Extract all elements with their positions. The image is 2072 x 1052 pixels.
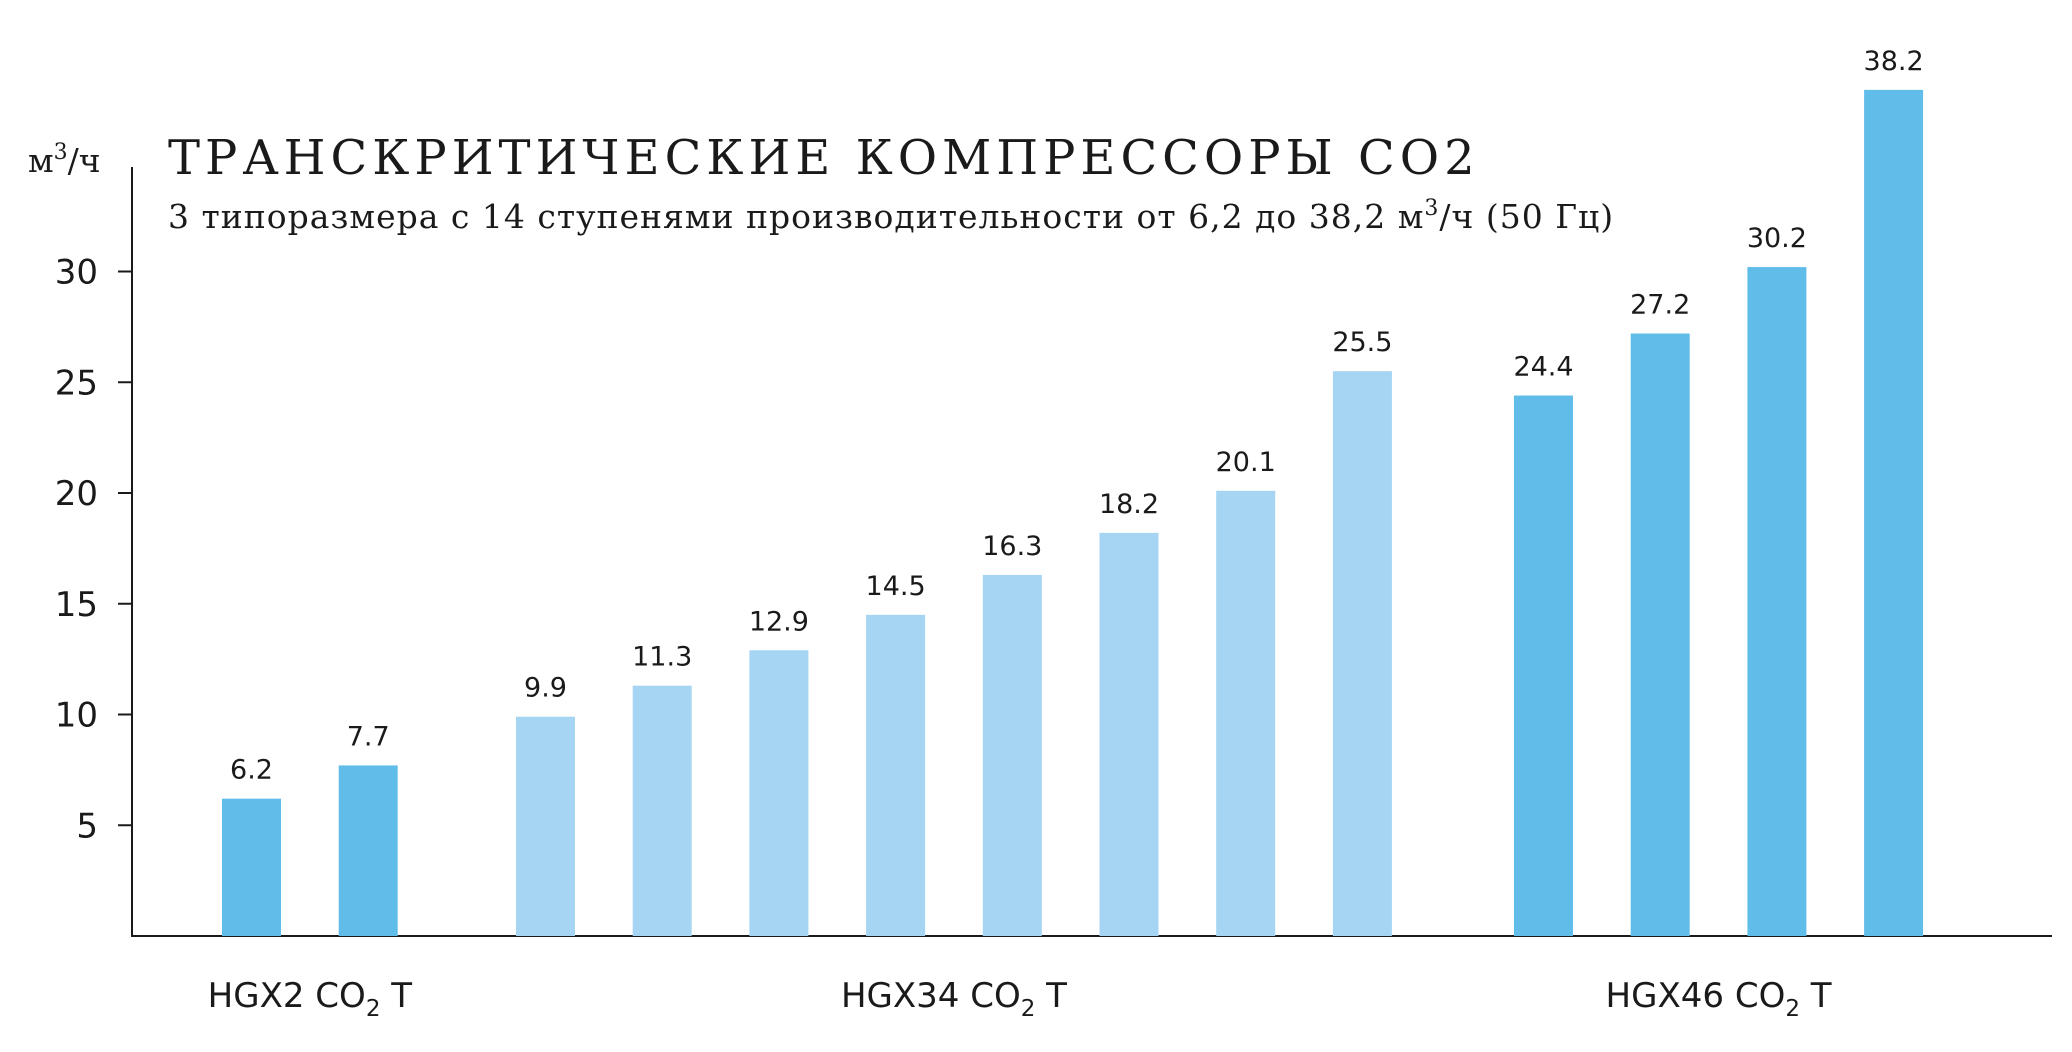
bar-value-label: 27.2 bbox=[1630, 290, 1690, 321]
bar bbox=[1864, 89, 1924, 937]
bars: 6.2 7.7 9.9 11.3 12.9 14.5 16.3 18.2 20.1 25.5 24.… bbox=[222, 46, 1924, 937]
bar-value-label: 7.7 bbox=[347, 721, 390, 752]
bar bbox=[1747, 267, 1807, 936]
chart-subtitle: 3 типоразмера с 14 ступенями производите… bbox=[168, 196, 1614, 236]
group-label-subscript: 2 bbox=[1785, 996, 1800, 1022]
y-tick-label: 20 bbox=[55, 474, 98, 514]
group-label-subscript: 2 bbox=[1021, 996, 1036, 1022]
chart-title: ТРАНСКРИТИЧЕСКИЕ КОМПРЕССОРЫ CO2 bbox=[168, 130, 1480, 186]
bar bbox=[222, 798, 281, 936]
y-tick-label: 15 bbox=[55, 585, 98, 625]
group-label-name: HGX46 CO bbox=[1606, 976, 1786, 1016]
bar-value-label: 9.9 bbox=[524, 673, 567, 704]
group-label-suffix: T bbox=[380, 976, 412, 1016]
bar bbox=[1514, 395, 1573, 936]
group-label: HGX2 CO2 T bbox=[208, 976, 413, 1022]
group-label-name: HGX2 CO bbox=[208, 976, 366, 1016]
y-unit-base: м bbox=[28, 141, 54, 180]
bar bbox=[338, 765, 398, 936]
bar bbox=[982, 574, 1042, 936]
group-label-subscript: 2 bbox=[366, 996, 381, 1022]
group-label: HGX34 CO2 T bbox=[841, 976, 1067, 1022]
bar-value-label: 18.2 bbox=[1099, 489, 1159, 520]
group-label: HGX46 CO2 T bbox=[1606, 976, 1832, 1022]
bar bbox=[1630, 333, 1690, 936]
bar-value-label: 38.2 bbox=[1864, 46, 1924, 77]
subtitle-superscript: 3 bbox=[1424, 196, 1439, 221]
y-tick-label: 5 bbox=[76, 806, 98, 846]
bar-value-label: 6.2 bbox=[230, 755, 273, 786]
bar bbox=[632, 685, 692, 936]
bar-value-label: 30.2 bbox=[1747, 223, 1807, 254]
bar bbox=[1332, 371, 1392, 936]
bar bbox=[749, 650, 809, 936]
bar-value-label: 14.5 bbox=[866, 571, 926, 602]
y-unit-after: /ч bbox=[68, 141, 101, 180]
group-label-suffix: T bbox=[1035, 976, 1067, 1016]
y-unit-superscript: 3 bbox=[54, 140, 68, 165]
group-labels: HGX2 CO2 T HGX34 CO2 T HGX46 CO2 T bbox=[208, 976, 1832, 1022]
y-tick-label: 10 bbox=[55, 696, 98, 736]
y-tick-label: 30 bbox=[55, 253, 98, 293]
bar bbox=[1099, 532, 1159, 936]
y-tick-label: 25 bbox=[55, 363, 98, 403]
bar-value-label: 11.3 bbox=[632, 642, 692, 673]
bar-value-label: 12.9 bbox=[749, 606, 809, 637]
group-label-name: HGX34 CO bbox=[841, 976, 1021, 1016]
bar-value-label: 25.5 bbox=[1332, 327, 1392, 358]
subtitle-text-after: /ч (50 Гц) bbox=[1439, 197, 1614, 236]
subtitle-text-before: 3 типоразмера с 14 ступенями производите… bbox=[168, 197, 1424, 236]
y-axis-unit-label: м3/ч bbox=[28, 140, 101, 180]
bar-value-label: 24.4 bbox=[1513, 352, 1573, 383]
bar-value-label: 20.1 bbox=[1216, 447, 1276, 478]
bar bbox=[516, 716, 575, 936]
group-label-suffix: T bbox=[1800, 976, 1832, 1016]
bar bbox=[1216, 490, 1276, 936]
y-axis-ticks: 5 10 15 20 25 30 bbox=[55, 253, 132, 846]
bar bbox=[866, 614, 926, 936]
bar-value-label: 16.3 bbox=[982, 531, 1042, 562]
